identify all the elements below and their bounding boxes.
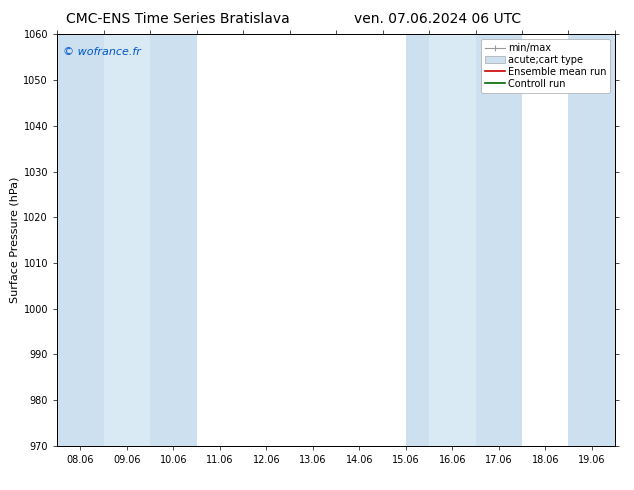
Bar <box>406 34 429 446</box>
Y-axis label: Surface Pressure (hPa): Surface Pressure (hPa) <box>10 177 19 303</box>
Bar <box>476 34 522 446</box>
Text: CMC-ENS Time Series Bratislava: CMC-ENS Time Series Bratislava <box>66 12 289 26</box>
Bar <box>569 34 615 446</box>
Bar <box>103 34 150 446</box>
Legend: min/max, acute;cart type, Ensemble mean run, Controll run: min/max, acute;cart type, Ensemble mean … <box>481 39 610 93</box>
Text: ven. 07.06.2024 06 UTC: ven. 07.06.2024 06 UTC <box>354 12 521 26</box>
Text: © wofrance.fr: © wofrance.fr <box>63 47 141 57</box>
Bar <box>57 34 103 446</box>
Bar <box>150 34 197 446</box>
Bar <box>429 34 476 446</box>
